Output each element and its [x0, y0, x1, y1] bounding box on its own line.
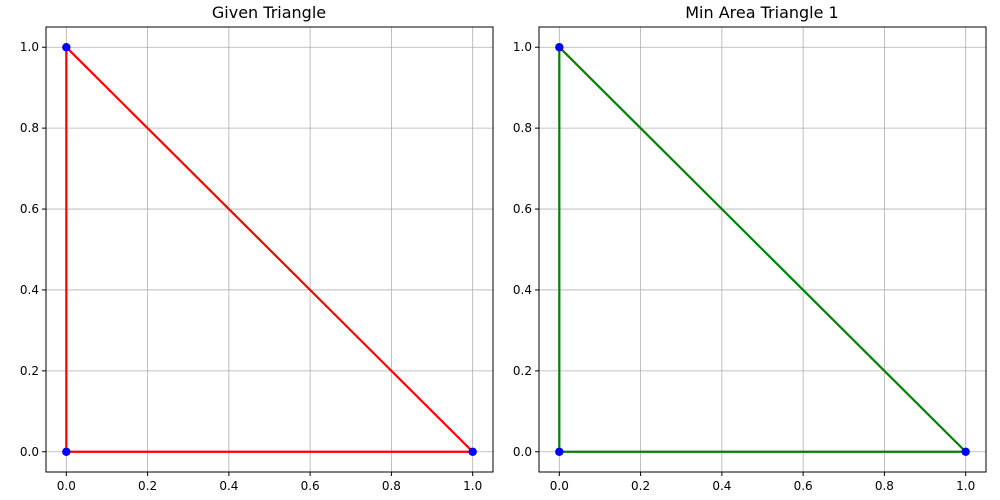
x-tick-label: 0.4: [219, 479, 238, 493]
vertex-point: [555, 447, 564, 456]
x-tick-label: 0.4: [712, 479, 731, 493]
x-tick-label: 0.2: [138, 479, 157, 493]
x-tick-label: 0.0: [57, 479, 76, 493]
x-tick-label: 0.6: [301, 479, 320, 493]
vertex-point: [468, 447, 477, 456]
vertex-point: [555, 43, 564, 52]
x-tick-label: 0.6: [794, 479, 813, 493]
y-tick-label: 0.8: [20, 121, 39, 135]
x-tick-label: 1.0: [463, 479, 482, 493]
y-tick-label: 1.0: [513, 40, 532, 54]
y-tick-label: 0.2: [513, 364, 532, 378]
y-tick-label: 0.6: [20, 202, 39, 216]
vertex-point: [62, 43, 71, 52]
vertex-point: [62, 447, 71, 456]
x-tick-label: 0.2: [631, 479, 650, 493]
y-tick-label: 0.4: [513, 283, 532, 297]
y-tick-label: 1.0: [20, 40, 39, 54]
y-tick-label: 0.2: [20, 364, 39, 378]
y-tick-label: 0.0: [513, 445, 532, 459]
triangle-edge: [64, 45, 475, 454]
chart-title: Min Area Triangle 1: [685, 3, 838, 22]
triangle-edge: [557, 45, 968, 454]
y-tick-label: 0.6: [513, 202, 532, 216]
x-tick-label: 0.0: [550, 479, 569, 493]
y-tick-label: 0.4: [20, 283, 39, 297]
chart-panel-min-area-triangle: Min Area Triangle 1 0.0 0.2 0.4 0.6 0.8 1.0 0.…: [513, 3, 987, 493]
x-tick-label: 0.8: [382, 479, 401, 493]
y-tick-label: 0.0: [20, 445, 39, 459]
x-tick-label: 1.0: [956, 479, 975, 493]
axes-frame: [45, 26, 494, 473]
x-tick-label: 0.8: [875, 479, 894, 493]
chart-panel-given-triangle: Given Triangle 0.0 0.2 0.4 0.6 0.8 1.0 0.0 0.2 0…: [20, 3, 494, 493]
y-tick-label: 0.8: [513, 121, 532, 135]
chart-title: Given Triangle: [212, 3, 326, 22]
axes-frame: [538, 26, 987, 473]
vertex-point: [961, 447, 970, 456]
